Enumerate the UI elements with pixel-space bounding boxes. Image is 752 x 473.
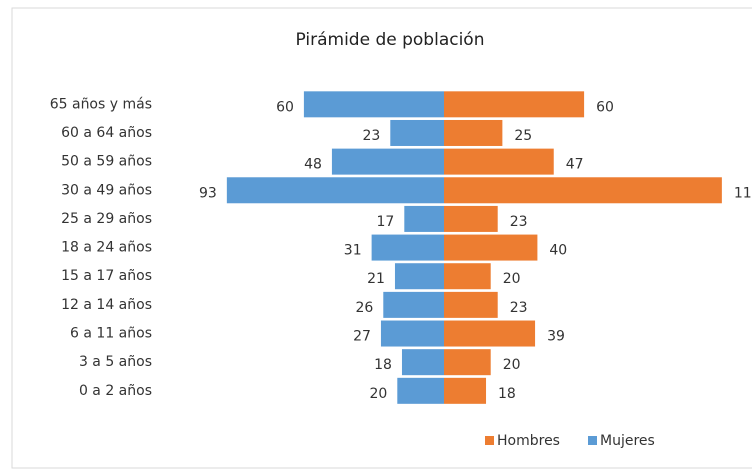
data-label: 93 bbox=[199, 185, 217, 201]
data-label: 48 bbox=[304, 157, 322, 173]
bar bbox=[331, 148, 444, 175]
bar bbox=[390, 119, 444, 146]
data-label: 47 bbox=[566, 157, 584, 173]
data-label: 119 bbox=[734, 185, 752, 201]
bar bbox=[444, 320, 536, 347]
category-label: 25 a 29 años bbox=[61, 211, 152, 227]
bar bbox=[444, 291, 498, 318]
legend-label: Mujeres bbox=[600, 433, 655, 449]
data-label: 60 bbox=[276, 99, 294, 115]
data-label: 23 bbox=[510, 214, 528, 230]
category-label: 18 a 24 años bbox=[61, 240, 152, 256]
bar bbox=[303, 91, 444, 118]
bar bbox=[444, 119, 503, 146]
data-label: 23 bbox=[362, 128, 380, 144]
data-label: 23 bbox=[510, 300, 528, 316]
data-label: 39 bbox=[547, 329, 565, 345]
category-label: 3 a 5 años bbox=[79, 354, 152, 370]
data-label: 25 bbox=[514, 128, 532, 144]
bar bbox=[444, 205, 498, 232]
bar bbox=[380, 320, 444, 347]
bar bbox=[226, 177, 444, 204]
data-label: 21 bbox=[367, 271, 385, 287]
data-label: 20 bbox=[503, 357, 521, 373]
bar bbox=[401, 349, 444, 376]
chart-title: Pirámide de población bbox=[296, 30, 485, 50]
bar bbox=[444, 91, 585, 118]
data-label: 40 bbox=[549, 243, 567, 259]
bar bbox=[444, 148, 554, 175]
legend-label: Hombres bbox=[497, 433, 560, 449]
bar bbox=[371, 234, 444, 261]
bar bbox=[444, 177, 722, 204]
category-label: 50 a 59 años bbox=[61, 154, 152, 170]
category-label: 15 a 17 años bbox=[61, 268, 152, 284]
legend-swatch bbox=[485, 436, 494, 445]
data-label: 20 bbox=[369, 386, 387, 402]
bar bbox=[404, 205, 444, 232]
data-label: 18 bbox=[498, 386, 516, 402]
data-label: 27 bbox=[353, 329, 371, 345]
category-label: 0 a 2 años bbox=[79, 383, 152, 399]
data-label: 26 bbox=[355, 300, 373, 316]
bar bbox=[444, 349, 491, 376]
data-label: 17 bbox=[376, 214, 394, 230]
bar bbox=[444, 377, 487, 404]
category-label: 60 a 64 años bbox=[61, 125, 152, 141]
category-label: 12 a 14 años bbox=[61, 297, 152, 313]
bar bbox=[383, 291, 444, 318]
category-label: 30 a 49 años bbox=[61, 182, 152, 198]
category-label: 65 años y más bbox=[50, 96, 152, 112]
bar bbox=[444, 234, 538, 261]
bar bbox=[394, 263, 444, 290]
legend-swatch bbox=[588, 436, 597, 445]
category-label: 6 a 11 años bbox=[70, 326, 152, 342]
data-label: 20 bbox=[503, 271, 521, 287]
data-label: 18 bbox=[374, 357, 392, 373]
data-label: 60 bbox=[596, 99, 614, 115]
bar bbox=[397, 377, 444, 404]
bar bbox=[444, 263, 491, 290]
data-label: 31 bbox=[344, 243, 362, 259]
